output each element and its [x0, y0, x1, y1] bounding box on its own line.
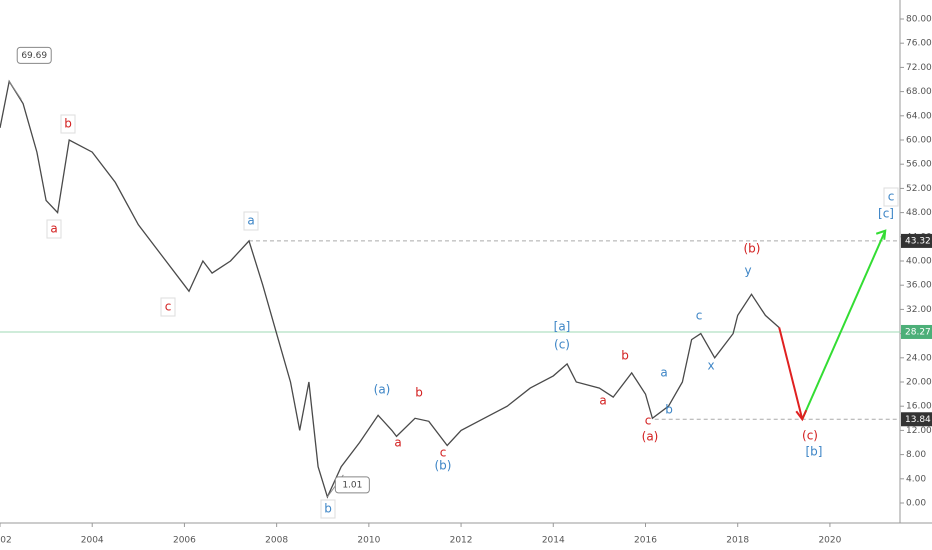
y-tick-label: 64.00	[906, 111, 932, 121]
wave-box	[243, 211, 259, 231]
wave-label: x	[707, 359, 714, 373]
wave-label: a	[394, 436, 401, 450]
wave-label: b	[64, 117, 72, 131]
y-tick-label: 16.00	[906, 402, 932, 412]
y-tick-label: 60.00	[906, 136, 932, 146]
wave-box	[883, 187, 899, 207]
wave-label: a	[50, 222, 57, 236]
level-badge	[901, 412, 932, 427]
wave-label: b	[621, 349, 629, 363]
y-tick-label: 32.00	[906, 305, 932, 315]
wave-label: a	[599, 394, 606, 408]
y-tick-label: 48.00	[906, 208, 932, 218]
y-tick-label: 0.00	[906, 499, 926, 509]
wave-label: (b)	[435, 459, 452, 473]
axis-panel	[900, 0, 932, 550]
x-tick-label: 2012	[450, 536, 473, 546]
wave-label: b	[415, 386, 423, 400]
x-tick-label: 2004	[81, 536, 104, 546]
x-tick-label: 2008	[265, 536, 288, 546]
callout-box	[334, 476, 370, 494]
level-label: 13.84	[905, 415, 931, 425]
wave-label: [b]	[806, 445, 823, 459]
y-tick-label: 12.00	[906, 426, 932, 436]
wave-label: (c)	[554, 338, 570, 352]
wave-label: c	[888, 190, 895, 204]
wave-label: a	[660, 366, 667, 380]
wave-label: (c)	[802, 429, 818, 443]
wave-label: c	[440, 446, 447, 460]
wave-label: (a)	[374, 383, 391, 397]
wave-label: [a]	[554, 320, 571, 334]
level-badge	[901, 233, 932, 248]
callout-box	[16, 46, 52, 64]
level-label: 28.27	[905, 327, 931, 337]
callout-label: 1.01	[342, 480, 362, 490]
callout-stem	[8, 81, 22, 100]
price-line	[0, 79, 780, 499]
x-tick-label: 2020	[818, 536, 841, 546]
y-tick-label: 68.00	[906, 87, 932, 97]
y-tick-label: 4.00	[906, 474, 926, 484]
x-tick-label: 2018	[726, 536, 749, 546]
wave-label: c	[645, 414, 652, 428]
wave-label: b	[324, 502, 332, 516]
y-tick-label: 8.00	[906, 450, 926, 460]
wave-label: (a)	[642, 430, 659, 444]
wave-box	[46, 219, 62, 239]
wave-label: c	[165, 300, 172, 314]
y-tick-label: 56.00	[906, 160, 932, 170]
x-tick-label: 02	[0, 536, 11, 546]
y-tick-label: 72.00	[906, 63, 932, 73]
y-tick-label: 80.00	[906, 15, 932, 25]
y-tick-label: 76.00	[906, 39, 932, 49]
x-tick-label: 2016	[634, 536, 657, 546]
arrow-head	[875, 229, 887, 240]
y-tick-label: 52.00	[906, 184, 932, 194]
projection-arrow	[801, 230, 887, 420]
wave-box	[160, 297, 176, 317]
projection-arrow	[778, 327, 804, 420]
wave-label: [c]	[878, 207, 894, 221]
wave-box	[320, 499, 336, 519]
wave-label: y	[744, 264, 751, 278]
x-tick-label: 2014	[542, 536, 565, 546]
wave-label: a	[247, 214, 254, 228]
level-label: 43.32	[905, 236, 931, 246]
wave-box	[60, 114, 76, 134]
x-tick-label: 2006	[173, 536, 196, 546]
y-tick-label: 20.00	[906, 378, 932, 388]
x-tick-label: 2010	[357, 536, 380, 546]
wave-label: c	[696, 309, 703, 323]
wave-label: (b)	[744, 242, 761, 256]
level-badge	[901, 324, 932, 339]
arrow-head	[795, 409, 808, 422]
y-tick-label: 40.00	[906, 257, 932, 267]
y-tick-label: 36.00	[906, 281, 932, 291]
wave-label: b	[665, 403, 673, 417]
callout-label: 69.69	[21, 51, 47, 61]
y-tick-label: 24.00	[906, 353, 932, 363]
